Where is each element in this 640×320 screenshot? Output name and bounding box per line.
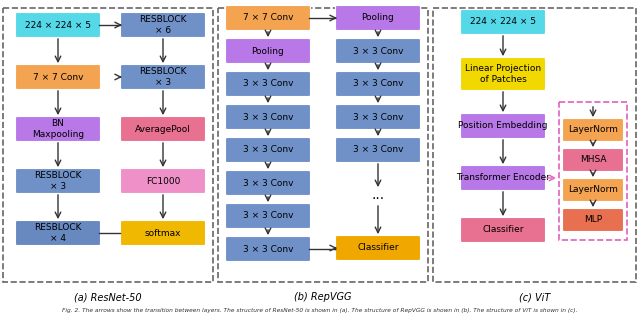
Text: 3 × 3 Conv: 3 × 3 Conv	[243, 146, 293, 155]
FancyBboxPatch shape	[15, 220, 100, 245]
Text: LayerNorm: LayerNorm	[568, 125, 618, 134]
Text: Pooling: Pooling	[252, 46, 284, 55]
Text: FC1000: FC1000	[146, 177, 180, 186]
Text: 3 × 3 Conv: 3 × 3 Conv	[243, 212, 293, 220]
FancyBboxPatch shape	[15, 116, 100, 141]
Text: softmax: softmax	[145, 228, 181, 237]
FancyBboxPatch shape	[335, 236, 420, 260]
FancyBboxPatch shape	[225, 138, 310, 163]
Text: 7 × 7 Conv: 7 × 7 Conv	[33, 73, 83, 82]
FancyBboxPatch shape	[461, 114, 545, 139]
Text: (a) ResNet-50: (a) ResNet-50	[74, 292, 142, 302]
Text: 7 × 7 Conv: 7 × 7 Conv	[243, 13, 293, 22]
Text: Classifier: Classifier	[483, 226, 524, 235]
FancyBboxPatch shape	[225, 5, 310, 30]
FancyBboxPatch shape	[461, 58, 545, 91]
FancyBboxPatch shape	[461, 218, 545, 243]
Bar	[3, 8, 213, 282]
Text: Transformer Encoder: Transformer Encoder	[456, 173, 550, 182]
Text: BN
Maxpooling: BN Maxpooling	[32, 119, 84, 139]
Bar	[218, 8, 428, 282]
Text: Fig. 2. The arrows show the transition between layers. The structure of ResNet-5: Fig. 2. The arrows show the transition b…	[62, 308, 578, 313]
FancyBboxPatch shape	[335, 38, 420, 63]
FancyBboxPatch shape	[120, 169, 205, 194]
Text: 3 × 3 Conv: 3 × 3 Conv	[243, 244, 293, 253]
Text: Pooling: Pooling	[362, 13, 394, 22]
FancyBboxPatch shape	[461, 10, 545, 35]
Text: 3 × 3 Conv: 3 × 3 Conv	[243, 113, 293, 122]
FancyBboxPatch shape	[225, 236, 310, 261]
FancyBboxPatch shape	[225, 105, 310, 130]
FancyBboxPatch shape	[120, 12, 205, 37]
FancyBboxPatch shape	[225, 38, 310, 63]
Text: (b) RepVGG: (b) RepVGG	[294, 292, 352, 302]
Text: AveragePool: AveragePool	[135, 124, 191, 133]
Text: Classifier: Classifier	[357, 244, 399, 252]
FancyBboxPatch shape	[335, 105, 420, 130]
Text: 3 × 3 Conv: 3 × 3 Conv	[243, 79, 293, 89]
Text: 224 × 224 × 5: 224 × 224 × 5	[25, 20, 91, 29]
Text: RESBLOCK
× 3: RESBLOCK × 3	[35, 171, 82, 191]
Text: MHSA: MHSA	[580, 156, 606, 164]
Text: (c) ViT: (c) ViT	[519, 292, 550, 302]
FancyBboxPatch shape	[563, 179, 623, 202]
Text: 3 × 3 Conv: 3 × 3 Conv	[353, 79, 403, 89]
Text: RESBLOCK
× 4: RESBLOCK × 4	[35, 223, 82, 243]
FancyBboxPatch shape	[15, 169, 100, 194]
Text: ...: ...	[371, 188, 385, 202]
FancyBboxPatch shape	[563, 118, 623, 141]
Text: 3 × 3 Conv: 3 × 3 Conv	[353, 113, 403, 122]
Text: Linear Projection
of Patches: Linear Projection of Patches	[465, 64, 541, 84]
FancyBboxPatch shape	[335, 138, 420, 163]
FancyBboxPatch shape	[335, 71, 420, 97]
Bar	[559, 102, 627, 240]
Text: RESBLOCK
× 3: RESBLOCK × 3	[140, 67, 187, 87]
FancyBboxPatch shape	[461, 165, 545, 190]
FancyBboxPatch shape	[120, 65, 205, 90]
FancyBboxPatch shape	[563, 148, 623, 172]
Bar	[433, 8, 636, 282]
FancyBboxPatch shape	[563, 209, 623, 231]
Text: 3 × 3 Conv: 3 × 3 Conv	[353, 146, 403, 155]
FancyBboxPatch shape	[120, 116, 205, 141]
FancyBboxPatch shape	[225, 71, 310, 97]
Text: 3 × 3 Conv: 3 × 3 Conv	[243, 179, 293, 188]
Text: MLP: MLP	[584, 215, 602, 225]
FancyBboxPatch shape	[120, 220, 205, 245]
FancyBboxPatch shape	[225, 204, 310, 228]
Text: 224 × 224 × 5: 224 × 224 × 5	[470, 18, 536, 27]
Text: RESBLOCK
× 6: RESBLOCK × 6	[140, 15, 187, 35]
Text: 3 × 3 Conv: 3 × 3 Conv	[353, 46, 403, 55]
FancyBboxPatch shape	[15, 65, 100, 90]
FancyBboxPatch shape	[335, 5, 420, 30]
FancyBboxPatch shape	[225, 171, 310, 196]
Text: LayerNorm: LayerNorm	[568, 186, 618, 195]
FancyBboxPatch shape	[15, 12, 100, 37]
Text: Position Embedding: Position Embedding	[458, 122, 548, 131]
